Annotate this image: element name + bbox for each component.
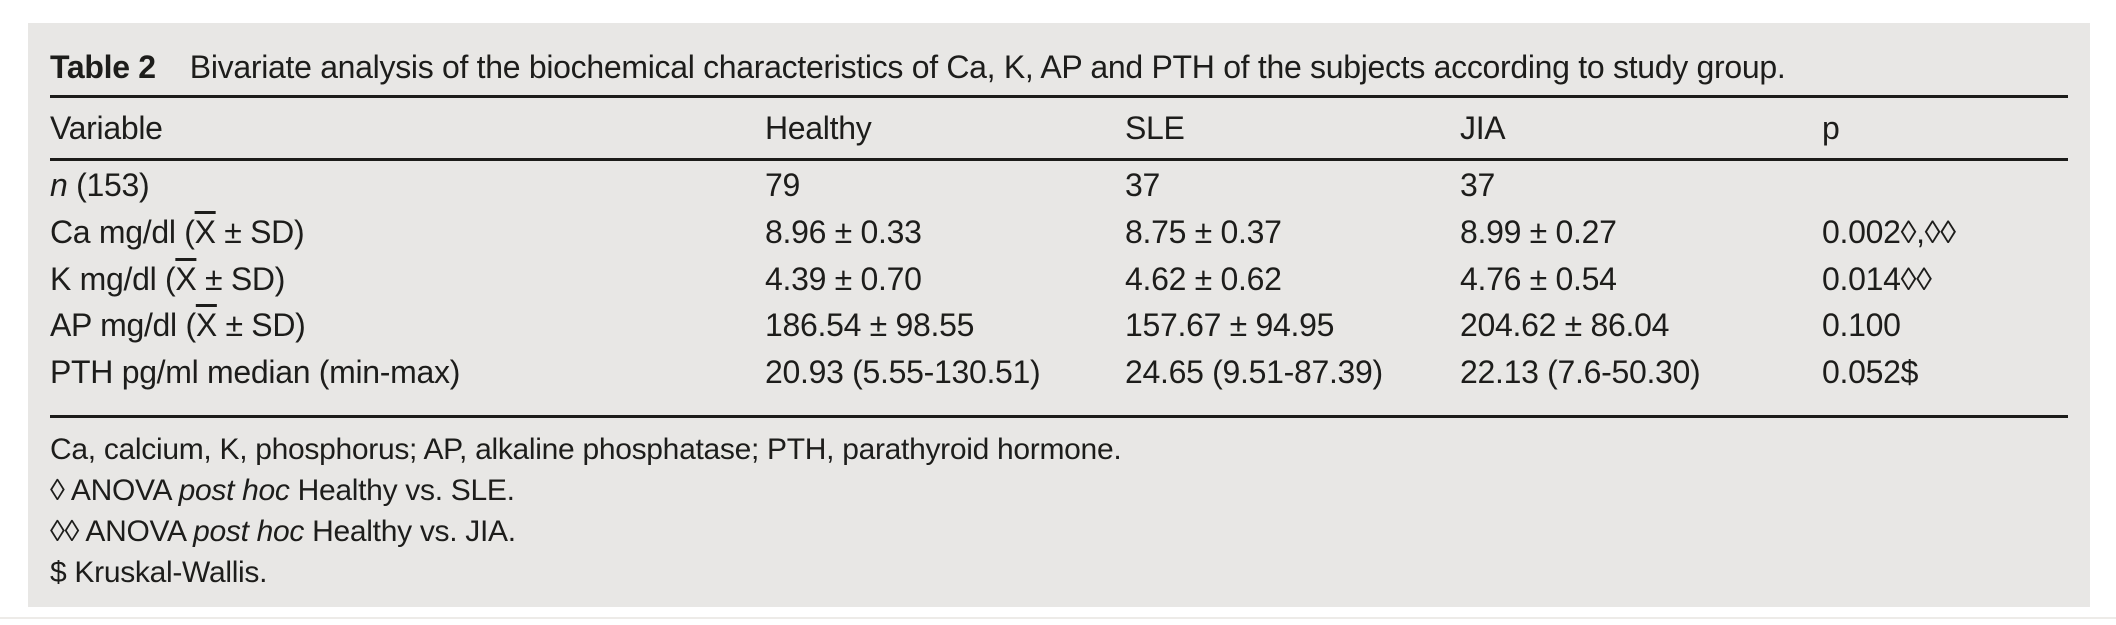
footnote-anova-sle: ◊ ANOVA post hoc Healthy vs. SLE.: [50, 474, 515, 507]
divider-top: [50, 95, 2068, 98]
cell-healthy: 20.93 (5.55-130.51): [765, 354, 1041, 391]
x-bar-symbol: X: [175, 260, 197, 297]
table-caption: Table 2 Bivariate analysis of the biochem…: [50, 45, 1786, 89]
table-header-row: Variable Healthy SLE JIA p: [28, 105, 2090, 151]
page-scan-edge: [0, 617, 2116, 619]
cell-sle: 157.67 ± 94.95: [1125, 307, 1335, 344]
x-bar-symbol: X: [195, 307, 217, 344]
cell-healthy: 79: [765, 167, 800, 203]
cell-sle: 4.62 ± 0.62: [1125, 260, 1282, 297]
cell-sle: 37: [1125, 167, 1160, 203]
cell-p: 0.002◊,◊◊: [1822, 213, 1956, 250]
cell-p: 0.014◊◊: [1822, 260, 1932, 297]
cell-jia: 37: [1460, 167, 1495, 203]
column-header-p: p: [1822, 110, 1840, 146]
divider-header: [50, 158, 2068, 161]
cell-sle: 8.75 ± 0.37: [1125, 213, 1282, 250]
cell-p: [1822, 162, 2090, 209]
footnote-abbreviations: Ca, calcium, K, phosphorus; AP, alkaline…: [50, 433, 1122, 466]
table-row-n: n (153) 79 37 37: [28, 162, 2090, 209]
cell-jia: 22.13 (7.6-50.30): [1460, 354, 1701, 391]
x-bar-symbol: X: [194, 213, 216, 250]
cell-jia: 4.76 ± 0.54: [1460, 260, 1617, 297]
row-label: Ca mg/dl (X ± SD): [50, 213, 305, 250]
cell-jia: 204.62 ± 86.04: [1460, 307, 1670, 344]
cell-p: 0.100: [1822, 307, 1901, 344]
footnote-anova-jia: ◊◊ ANOVA post hoc Healthy vs. JIA.: [50, 515, 516, 548]
table-body: n (153) 79 37 37 Ca mg/dl (X ± SD) 8.96 …: [28, 162, 2090, 396]
row-label: K mg/dl (X ± SD): [50, 260, 286, 297]
italic-n: n: [50, 167, 68, 203]
table-number: Table 2: [50, 49, 156, 85]
table-row-ca: Ca mg/dl (X ± SD) 8.96 ± 0.33 8.75 ± 0.3…: [28, 209, 2090, 256]
table-row-k: K mg/dl (X ± SD) 4.39 ± 0.70 4.62 ± 0.62…: [28, 256, 2090, 303]
column-header-jia: JIA: [1460, 110, 1506, 146]
footnotes: Ca, calcium, K, phosphorus; AP, alkaline…: [50, 429, 2068, 593]
table-panel: Table 2 Bivariate analysis of the biochem…: [28, 23, 2090, 607]
column-header-healthy: Healthy: [765, 110, 872, 146]
cell-healthy: 4.39 ± 0.70: [765, 260, 922, 297]
column-header-sle: SLE: [1125, 110, 1185, 146]
cell-p: 0.052$: [1822, 354, 1919, 391]
cell-healthy: 186.54 ± 98.55: [765, 307, 975, 344]
table-title-text: Bivariate analysis of the biochemical ch…: [189, 49, 1786, 85]
row-label: PTH pg/ml median (min-max): [50, 354, 461, 391]
row-label: n (153): [50, 167, 150, 203]
cell-sle: 24.65 (9.51-87.39): [1125, 354, 1383, 391]
table-row-ap: AP mg/dl (X ± SD) 186.54 ± 98.55 157.67 …: [28, 302, 2090, 349]
cell-jia: 8.99 ± 0.27: [1460, 213, 1617, 250]
column-header-variable: Variable: [50, 110, 163, 146]
divider-bottom: [50, 415, 2068, 418]
row-label: AP mg/dl (X ± SD): [50, 307, 306, 344]
footnote-kruskal-wallis: $ Kruskal-Wallis.: [50, 556, 268, 589]
cell-healthy: 8.96 ± 0.33: [765, 213, 922, 250]
table-row-pth: PTH pg/ml median (min-max) 20.93 (5.55-1…: [28, 349, 2090, 396]
